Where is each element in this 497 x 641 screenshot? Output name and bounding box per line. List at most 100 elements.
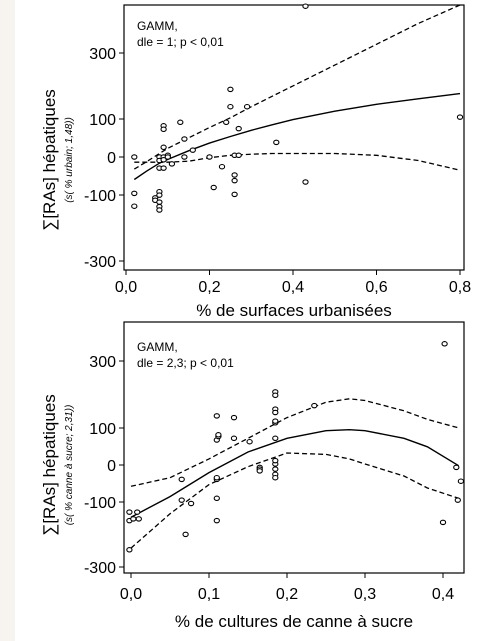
x-ticks: 0,0 0,1 0,2 0,3 0,4 [120, 573, 454, 603]
data-point [243, 103, 251, 110]
data-point [246, 438, 253, 445]
gamm-fit-line [130, 428, 459, 518]
x-tick-label: 0,2 [276, 586, 298, 603]
data-point [230, 414, 238, 421]
x-tick-label: 0,4 [432, 586, 454, 603]
data-point [439, 519, 447, 526]
data-point [160, 165, 167, 171]
data-point [215, 432, 222, 438]
plot-area-frame [123, 4, 465, 271]
data-point [131, 154, 138, 160]
data-point [231, 177, 238, 184]
y-tick-label: 300 [89, 354, 116, 371]
gamm-figure: ∑[RAs] hépatiques (s( % urbain; 1,48)) G… [40, 3, 471, 631]
data-point [235, 152, 242, 159]
y-ticks: 300 100 0 -100 -300 [84, 354, 124, 577]
data-point [272, 392, 279, 399]
x-axis-title: % de surfaces urbanisées [196, 301, 392, 320]
y-axis-title: ∑[RAs] hépatiques [40, 89, 59, 231]
data-point [130, 516, 137, 522]
data-point [227, 86, 234, 93]
y-tick-label: -100 [84, 495, 116, 512]
x-tick-label: 0,2 [198, 279, 220, 296]
data-point [272, 409, 279, 416]
data-point [272, 435, 279, 442]
x-tick-label: 0,1 [198, 586, 220, 603]
data-point [213, 517, 220, 524]
data-point [168, 161, 176, 167]
data-point [272, 457, 279, 464]
data-point [206, 154, 213, 160]
y-tick-label: 100 [89, 421, 116, 438]
data-point [230, 435, 238, 442]
data-point [131, 203, 138, 209]
y-tick-label: 0 [107, 150, 116, 167]
data-point [441, 341, 448, 347]
data-point [134, 509, 141, 515]
data-point [181, 136, 188, 142]
data-point [131, 190, 138, 197]
data-point [177, 119, 184, 126]
data-point [454, 497, 461, 503]
y-tick-label: -300 [84, 560, 116, 577]
data-point [156, 199, 163, 205]
data-point [164, 154, 171, 160]
y-tick-label: -100 [84, 188, 116, 205]
data-points [131, 3, 464, 213]
figure: ∑[RAs] hépatiques (s( % urbain; 1,48)) G… [15, 0, 497, 641]
data-points [126, 341, 465, 553]
data-point [235, 125, 242, 132]
chart-panel-urbain: ∑[RAs] hépatiques (s( % urbain; 1,48)) G… [40, 3, 471, 320]
data-point [453, 464, 460, 471]
data-point [156, 207, 163, 213]
data-point [256, 468, 263, 474]
data-point [182, 531, 189, 538]
plot-area-frame [123, 321, 465, 574]
y-ticks: 300 100 0 -100 -300 [84, 46, 124, 271]
y-axis-subtitle: (s( % canne à sucre; 2,31)) [64, 405, 75, 526]
data-point [272, 474, 279, 481]
data-point [213, 413, 220, 419]
data-point [156, 192, 163, 198]
data-point [160, 126, 167, 133]
data-point [311, 402, 318, 409]
fit-curves [133, 4, 461, 181]
x-tick-label: 0,8 [449, 279, 471, 296]
x-ticks: 0,0 0,2 0,4 0,6 0,8 [115, 270, 471, 296]
y-tick-label: 0 [107, 458, 116, 475]
x-tick-label: 0,6 [365, 279, 387, 296]
data-point [213, 495, 220, 502]
annotation-model: GAMM, [137, 19, 178, 33]
data-point [223, 119, 230, 126]
x-axis-title: % de cultures de canne à sucre [175, 612, 413, 631]
data-point [273, 139, 280, 146]
y-axis-subtitle: (s( % urbain; 1,48)) [64, 117, 75, 203]
data-point [272, 418, 279, 424]
data-point [231, 191, 238, 198]
y-tick-label: -300 [84, 254, 116, 271]
annotation-stats: dle = 2,3; p < 0,01 [137, 356, 234, 370]
y-tick-label: 100 [89, 112, 116, 129]
data-point [187, 500, 195, 507]
data-point [160, 157, 167, 163]
confidence-band-lower [130, 452, 459, 549]
data-point [160, 144, 167, 151]
data-point [126, 547, 133, 553]
data-point [189, 147, 196, 153]
confidence-band-upper [133, 4, 461, 170]
x-tick-label: 0,3 [354, 586, 376, 603]
data-point [126, 509, 133, 515]
y-axis-title: ∑[RAs] hépatiques [40, 394, 59, 536]
y-tick-label: 300 [89, 46, 116, 63]
annotation-model: GAMM, [137, 340, 178, 354]
x-tick-label: 0,4 [282, 279, 304, 296]
data-point [178, 476, 185, 483]
data-point [231, 172, 238, 178]
data-point [181, 154, 188, 160]
data-point [456, 114, 464, 120]
annotation-stats: dle = 1; p < 0,01 [137, 35, 224, 49]
data-point [178, 497, 185, 503]
x-tick-label: 0,0 [120, 586, 142, 603]
data-point [302, 179, 309, 185]
data-point [210, 184, 217, 191]
